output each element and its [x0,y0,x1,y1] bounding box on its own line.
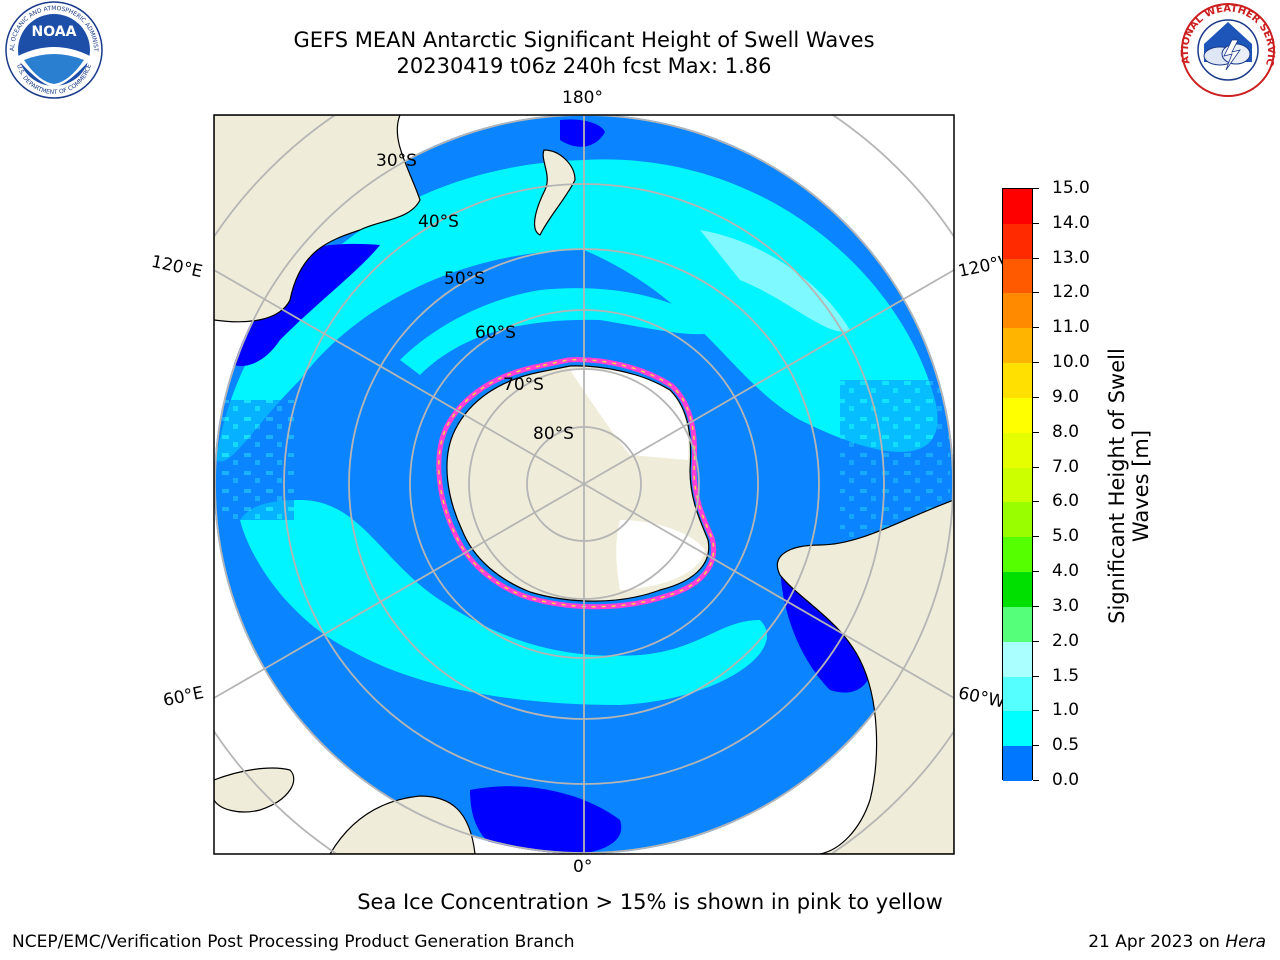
lon-label-0: 0° [573,857,593,877]
ross-ice-region [570,368,689,460]
colorbar-tick [1033,745,1039,747]
colorbar-tick-label: 12.0 [1052,282,1090,303]
australia-landmass [214,115,421,323]
footer-machine: Hera [1225,932,1266,952]
colorbar-segment [1003,467,1032,503]
lat-label-30s: 30°S [376,151,417,171]
madagascar-landmass [214,767,295,813]
colorbar-tick-label: 13.0 [1052,247,1090,268]
chart-title: GEFS MEAN Antarctic Significant Height o… [293,28,875,52]
colorbar-tick [1033,188,1039,189]
swell-band-north [216,159,938,462]
lon-label-180: 180° [562,88,603,108]
colorbar-tick [1033,362,1039,364]
south-america-landmass [776,499,954,854]
lat-label-50s: 50°S [444,269,485,289]
colorbar-tick [1033,710,1039,712]
colorbar-tick-label: 10.0 [1052,352,1090,373]
colorbar-tick [1033,257,1039,259]
lat-label-70s: 70°S [503,375,544,395]
colorbar-tick-label: 1.0 [1052,700,1080,721]
colorbar-segment [1003,676,1032,712]
graticule [214,115,954,854]
colorbar-segment [1003,223,1032,260]
colorbar-tick [1033,536,1039,538]
colorbar-segment [1003,537,1032,573]
colorbar-segment [1003,606,1032,643]
africa-landmass [329,795,476,854]
colorbar-tick-label: 3.0 [1052,595,1080,616]
colorbar-tick-label: 9.0 [1052,386,1080,407]
lat-label-80s: 80°S [533,424,574,444]
chart-subtitle: 20230419 t06z 240h fcst Max: 1.86 [396,54,772,78]
colorbar-tick [1033,222,1039,224]
colorbar-segment [1003,432,1032,469]
colorbar-tick [1033,396,1039,398]
colorbar-segment [1003,258,1032,294]
swell-band-south [240,500,768,705]
noaa-logo: NOAA NATIONAL OCEANIC AND ATMOSPHERIC AD… [4,0,103,99]
sea-ice-note: Sea Ice Concentration > 15% is shown in … [357,890,943,914]
colorbar-tick-label: 2.0 [1052,630,1080,651]
map-frame [213,114,955,855]
colorbar-segment [1003,397,1032,434]
nws-logo: NATIONAL WEATHER SERVICE [1176,0,1276,97]
colorbar-segment [1003,293,1032,329]
colorbar-segment [1003,711,1032,747]
colorbar-tick [1033,605,1039,607]
colorbar-segment [1003,363,1032,399]
colorbar-tick [1033,640,1039,642]
lat-label-40s: 40°S [418,212,459,232]
colorbar-segment [1003,328,1032,364]
colorbar-tick [1033,431,1039,433]
colorbar-segment [1003,641,1032,678]
colorbar-tick-label: 7.0 [1052,456,1080,477]
colorbar-segment [1003,746,1032,782]
colorbar-title: Significant Height of Swell Waves [m] [1105,348,1153,624]
colorbar-tick-label: 11.0 [1052,317,1090,338]
colorbar-tick [1033,675,1039,677]
colorbar-tick [1033,466,1039,468]
colorbar-tick-label: 14.0 [1052,212,1090,233]
colorbar-tick [1033,501,1039,503]
lat-label-60s: 60°S [475,323,516,343]
footer-date: 21 Apr 2023 on Hera [1088,932,1266,952]
colorbar-tick-label: 0.0 [1052,770,1080,790]
footer-credit: NCEP/EMC/Verification Post Processing Pr… [12,932,575,952]
colorbar-segment [1003,502,1032,538]
colorbar-tick [1033,327,1039,329]
colorbar-tick-label: 1.5 [1052,665,1080,686]
colorbar-tick [1033,292,1039,294]
new-zealand-landmass [533,149,576,236]
colorbar-tick-label: 15.0 [1052,178,1090,198]
svg-text:NOAA: NOAA [32,24,77,40]
colorbar-segment [1003,572,1032,608]
colorbar-tick-label: 0.5 [1052,735,1080,756]
colorbar-tick-label: 6.0 [1052,491,1080,512]
colorbar-tick-label: 5.0 [1052,526,1080,547]
footer-date-text: 21 Apr 2023 on [1088,932,1226,952]
colorbar-tick [1033,780,1039,781]
colorbar [1002,188,1033,782]
colorbar-tick-label: 4.0 [1052,561,1080,582]
colorbar-segment [1003,189,1032,225]
colorbar-tick [1033,571,1039,573]
colorbar-tick-label: 8.0 [1052,421,1080,442]
